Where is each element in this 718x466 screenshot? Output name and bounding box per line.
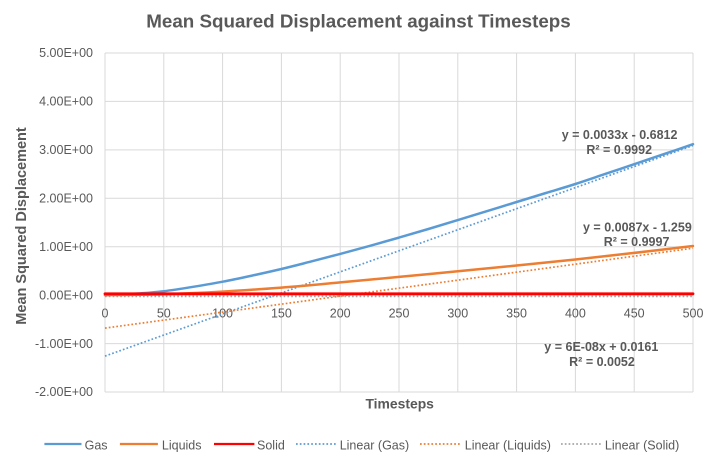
svg-text:0.00E+00: 0.00E+00 <box>39 288 93 302</box>
svg-text:300: 300 <box>447 306 468 320</box>
svg-text:4.00E+00: 4.00E+00 <box>39 95 93 109</box>
svg-text:500: 500 <box>683 306 704 320</box>
svg-text:Mean Squared Displacement agai: Mean Squared Displacement against Timest… <box>146 11 570 32</box>
svg-text:150: 150 <box>271 306 292 320</box>
svg-text:Linear (Gas): Linear (Gas) <box>340 438 409 452</box>
svg-text:y = 0.0033x - 0.6812: y = 0.0033x - 0.6812 <box>562 128 678 142</box>
svg-text:5.00E+00: 5.00E+00 <box>39 46 93 60</box>
svg-text:Liquids: Liquids <box>162 438 202 452</box>
svg-text:Solid: Solid <box>257 438 285 452</box>
svg-text:-2.00E+00: -2.00E+00 <box>35 385 93 399</box>
svg-text:Mean Squared Displacement: Mean Squared Displacement <box>14 127 30 325</box>
svg-text:250: 250 <box>389 306 410 320</box>
svg-text:Timesteps: Timesteps <box>365 396 434 412</box>
svg-text:Gas: Gas <box>85 438 108 452</box>
svg-text:400: 400 <box>565 306 586 320</box>
svg-text:Linear (Liquids): Linear (Liquids) <box>465 438 551 452</box>
svg-text:200: 200 <box>330 306 351 320</box>
svg-text:R² = 0.9997: R² = 0.9997 <box>604 235 670 249</box>
svg-text:y = 6E-08x + 0.0161: y = 6E-08x + 0.0161 <box>544 340 658 354</box>
svg-text:1.00E+00: 1.00E+00 <box>39 240 93 254</box>
svg-text:2.00E+00: 2.00E+00 <box>39 192 93 206</box>
svg-text:R² = 0.0052: R² = 0.0052 <box>569 355 635 369</box>
svg-text:y = 0.0087x - 1.259: y = 0.0087x - 1.259 <box>583 220 692 234</box>
svg-text:100: 100 <box>212 306 233 320</box>
svg-text:-1.00E+00: -1.00E+00 <box>35 337 93 351</box>
svg-text:3.00E+00: 3.00E+00 <box>39 143 93 157</box>
svg-text:R² = 0.9992: R² = 0.9992 <box>586 143 652 157</box>
svg-text:0: 0 <box>102 306 109 320</box>
svg-text:450: 450 <box>624 306 645 320</box>
svg-text:50: 50 <box>157 306 171 320</box>
svg-text:Linear (Solid): Linear (Solid) <box>605 438 679 452</box>
svg-text:350: 350 <box>506 306 527 320</box>
